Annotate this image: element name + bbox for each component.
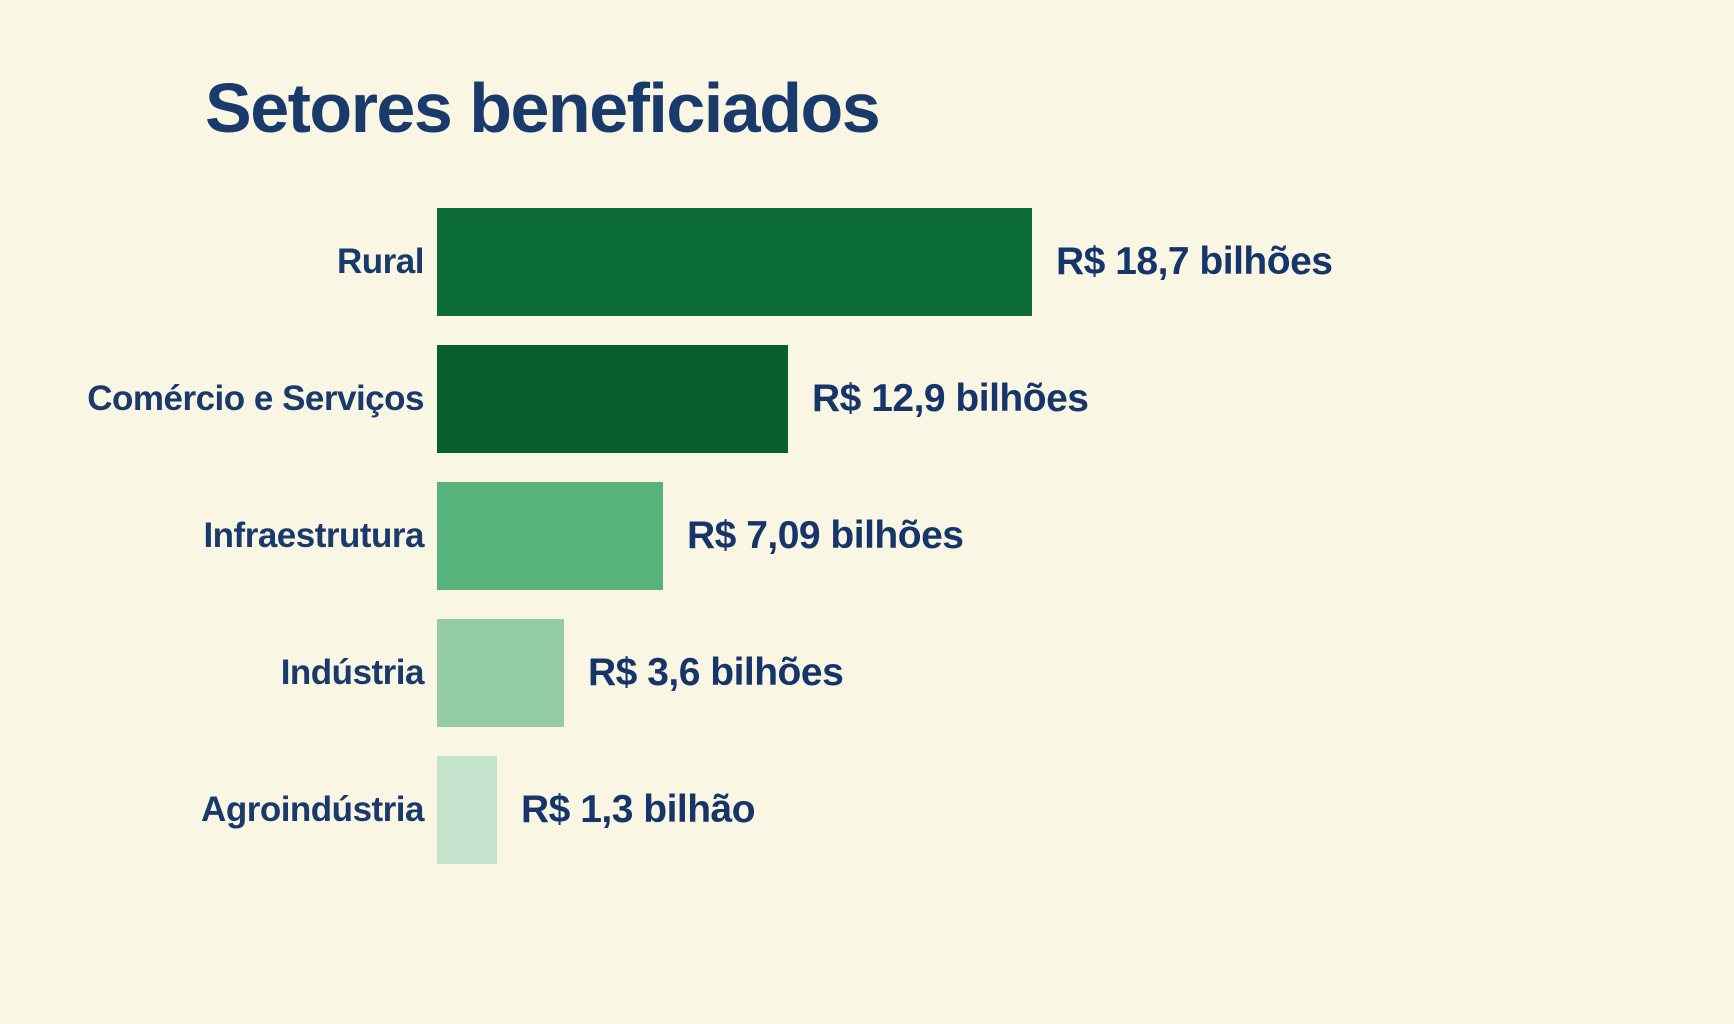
bar-area: R$ 12,9 bilhões — [437, 345, 1734, 453]
bar-area: R$ 3,6 bilhões — [437, 619, 1734, 727]
bar-area: R$ 7,09 bilhões — [437, 482, 1734, 590]
chart-row: Agroindústria R$ 1,3 bilhão — [0, 756, 1734, 864]
value-label: R$ 1,3 bilhão — [521, 788, 756, 831]
bar — [437, 619, 564, 727]
chart-row: Comércio e Serviços R$ 12,9 bilhões — [0, 345, 1734, 453]
bar — [437, 208, 1032, 316]
category-label: Infraestrutura — [203, 516, 424, 555]
bar — [437, 482, 663, 590]
chart-row: Rural R$ 18,7 bilhões — [0, 208, 1734, 316]
value-label: R$ 7,09 bilhões — [687, 514, 964, 557]
chart-row: Indústria R$ 3,6 bilhões — [0, 619, 1734, 727]
chart-row: Infraestrutura R$ 7,09 bilhões — [0, 482, 1734, 590]
value-label: R$ 18,7 bilhões — [1056, 240, 1333, 283]
value-label: R$ 3,6 bilhões — [588, 651, 844, 694]
category-label: Rural — [337, 242, 424, 281]
category-label: Agroindústria — [201, 790, 424, 829]
category-label: Comércio e Serviços — [87, 379, 424, 418]
bar-chart: Rural R$ 18,7 bilhões Comércio e Serviços R… — [0, 208, 1734, 864]
chart-title: Setores beneficiados — [205, 69, 881, 147]
category-label: Indústria — [280, 653, 425, 692]
bar — [437, 345, 788, 453]
bar-area: R$ 1,3 bilhão — [437, 756, 1734, 864]
bar — [437, 756, 497, 864]
value-label: R$ 12,9 bilhões — [812, 377, 1089, 420]
bar-area: R$ 18,7 bilhões — [437, 208, 1734, 316]
